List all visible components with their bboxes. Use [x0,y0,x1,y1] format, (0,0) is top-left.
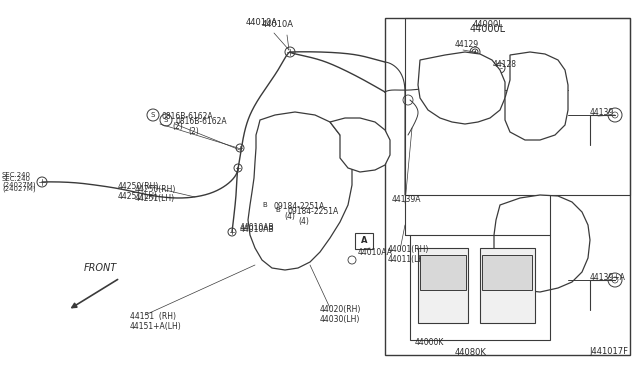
Text: SEC.240: SEC.240 [2,176,31,182]
Text: 44151+A(LH): 44151+A(LH) [130,322,182,331]
Text: FRONT: FRONT [83,263,116,273]
Text: 44250(RH): 44250(RH) [135,185,177,194]
Text: (2): (2) [172,122,183,131]
Text: 44139: 44139 [590,108,614,117]
Bar [420,255,466,290]
Text: (2): (2) [188,127,199,136]
Text: 44251(LH): 44251(LH) [135,194,175,203]
Text: 09184-2251A: 09184-2251A [274,202,325,211]
Text: 44010AA: 44010AA [358,248,393,257]
Text: S: S [164,117,168,123]
Bar [482,255,532,290]
Text: 44139+A: 44139+A [590,273,626,282]
Text: 0816B-6162A: 0816B-6162A [162,112,214,121]
Bar [418,248,468,323]
Bar [410,235,550,340]
Text: 44000L: 44000L [472,20,504,29]
Text: 44139A: 44139A [392,195,422,204]
Text: 44001(RH): 44001(RH) [388,245,429,254]
Text: (24027M): (24027M) [2,181,36,187]
Text: 44000K: 44000K [415,338,444,347]
Text: A: A [551,78,557,87]
Text: (24027M): (24027M) [2,185,36,192]
Bar [355,233,373,249]
Text: 44010A: 44010A [262,20,294,29]
Polygon shape [505,52,568,140]
Polygon shape [418,52,505,124]
Text: 44251(LH): 44251(LH) [118,192,158,201]
Text: 09184-2251A: 09184-2251A [287,207,339,216]
Text: (4): (4) [298,217,309,226]
Polygon shape [248,112,352,270]
Text: A: A [361,236,367,245]
Text: 44080K: 44080K [455,348,487,357]
Text: (4): (4) [284,212,295,221]
Text: 44151  (RH): 44151 (RH) [130,312,176,321]
Text: 44020(RH): 44020(RH) [320,305,362,314]
Text: B: B [262,202,268,208]
Text: 44129: 44129 [455,40,479,49]
Text: 44010AB: 44010AB [240,225,275,234]
Polygon shape [494,195,590,292]
Text: SEC.240: SEC.240 [2,172,31,178]
Bar [385,18,630,355]
Text: 44030(LH): 44030(LH) [320,315,360,324]
Text: B: B [276,207,280,213]
Text: 44000L: 44000L [470,24,506,34]
Text: 0816B-6162A: 0816B-6162A [175,117,227,126]
Text: S: S [151,112,155,118]
Text: 44128: 44128 [493,60,517,69]
Text: J441017F: J441017F [589,347,628,356]
Text: 44011(LH): 44011(LH) [388,255,428,264]
Bar [480,248,535,323]
Bar [545,75,563,91]
Text: 44250(RH): 44250(RH) [118,182,159,191]
Polygon shape [330,118,390,172]
Text: 44010AB: 44010AB [240,224,275,232]
Bar [405,18,630,195]
Text: 44010A: 44010A [246,18,278,27]
